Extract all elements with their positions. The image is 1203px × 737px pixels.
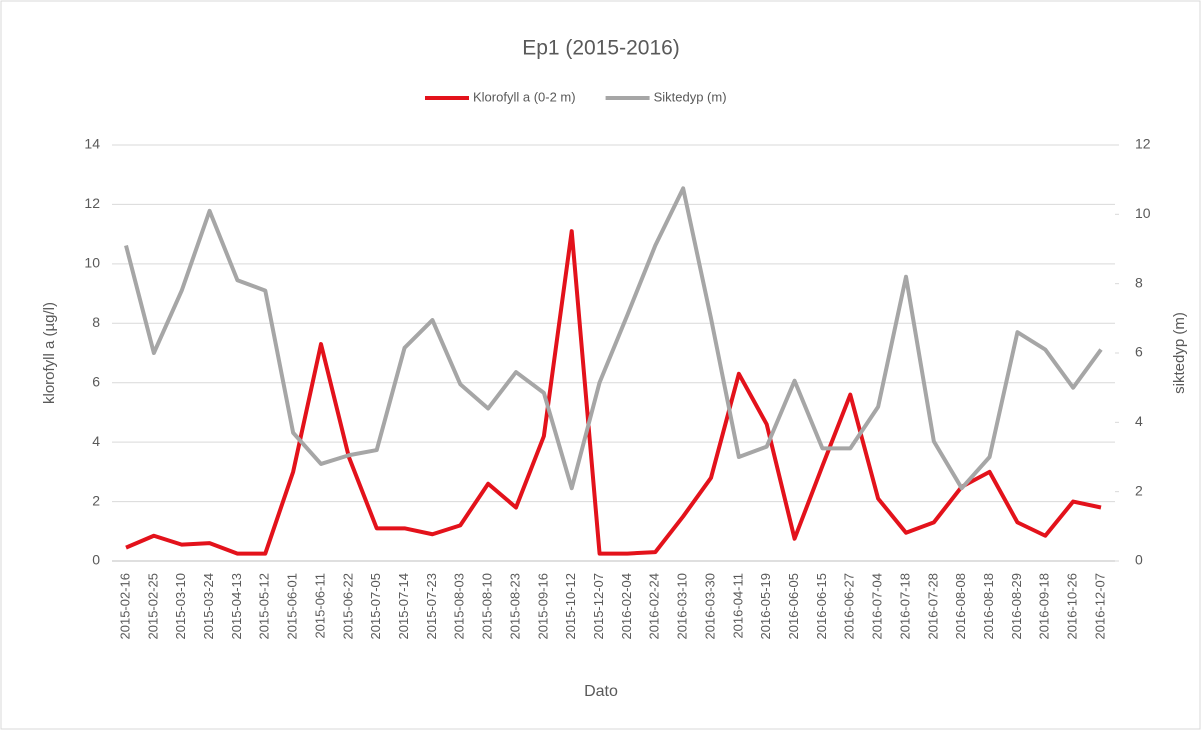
y2-tick-label: 12 xyxy=(1135,136,1151,152)
y2-tick-label: 4 xyxy=(1135,413,1143,429)
x-axis-label: Dato xyxy=(584,683,618,700)
legend-label: Siktedyp (m) xyxy=(654,89,727,104)
x-tick-label: 2016-06-27 xyxy=(842,573,857,640)
x-tick-label: 2016-06-05 xyxy=(786,573,801,640)
x-tick-label: 2016-08-18 xyxy=(981,573,996,640)
chart-title: Ep1 (2015-2016) xyxy=(522,37,680,60)
x-tick-label: 2016-07-18 xyxy=(897,573,912,640)
x-tick-label: 2016-03-30 xyxy=(702,573,717,640)
x-tick-label: 2015-10-12 xyxy=(563,573,578,640)
x-tick-label: 2015-03-24 xyxy=(201,573,216,640)
y2-tick-label: 10 xyxy=(1135,205,1151,221)
x-tick-label: 2016-07-28 xyxy=(925,573,940,640)
y-tick-label: 8 xyxy=(92,314,100,330)
x-tick-label: 2015-12-07 xyxy=(591,573,606,640)
y-tick-label: 6 xyxy=(92,373,100,389)
y2-tick-label: 8 xyxy=(1135,274,1143,290)
x-tick-label: 2016-08-29 xyxy=(1009,573,1024,640)
x-tick-label: 2015-03-10 xyxy=(173,573,188,640)
x-tick-label: 2016-08-08 xyxy=(953,573,968,640)
x-tick-label: 2015-02-25 xyxy=(145,573,160,640)
x-tick-label: 2016-10-26 xyxy=(1065,573,1080,640)
x-tick-label: 2016-07-04 xyxy=(870,573,885,640)
x-tick-label: 2015-08-03 xyxy=(452,573,467,640)
y-tick-label: 0 xyxy=(92,552,100,568)
x-tick-label: 2015-06-01 xyxy=(285,573,300,640)
x-tick-label: 2016-06-15 xyxy=(814,573,829,640)
y-tick-label: 10 xyxy=(84,255,100,271)
x-tick-label: 2015-08-23 xyxy=(507,573,522,640)
y-tick-label: 12 xyxy=(84,195,100,211)
x-tick-label: 2016-03-10 xyxy=(675,573,690,640)
x-tick-label: 2015-05-12 xyxy=(257,573,272,640)
legend-label: Klorofyll a (0-2 m) xyxy=(473,89,576,104)
y2-tick-label: 2 xyxy=(1135,482,1143,498)
line-series xyxy=(125,229,1102,556)
x-tick-label: 2015-02-16 xyxy=(117,573,132,640)
y-tick-label: 4 xyxy=(92,433,100,449)
x-tick-label: 2016-02-24 xyxy=(647,573,662,640)
x-tick-label: 2015-08-10 xyxy=(480,573,495,640)
y-tick-label: 14 xyxy=(84,136,100,152)
y2-axis-label: siktedyp (m) xyxy=(1171,312,1188,394)
x-tick-label: 2016-04-11 xyxy=(730,573,745,639)
y-tick-label: 2 xyxy=(92,492,100,508)
line-series xyxy=(124,186,1103,491)
x-tick-label: 2016-02-04 xyxy=(619,573,634,640)
x-tick-label: 2016-05-19 xyxy=(758,573,773,640)
x-tick-label: 2015-06-11 xyxy=(312,573,327,639)
x-tick-label: 2015-07-23 xyxy=(424,573,439,640)
x-tick-label: 2015-04-13 xyxy=(229,573,244,640)
y2-tick-label: 0 xyxy=(1135,552,1143,568)
y-axis-label: klorofyll a (µg/l) xyxy=(41,302,58,404)
y2-tick-label: 6 xyxy=(1135,344,1143,360)
x-tick-label: 2016-09-18 xyxy=(1037,573,1052,640)
x-tick-label: 2015-07-14 xyxy=(396,573,411,640)
x-tick-label: 2016-12-07 xyxy=(1092,573,1107,640)
x-tick-label: 2015-09-16 xyxy=(535,573,550,640)
x-tick-label: 2015-07-05 xyxy=(368,573,383,640)
x-tick-label: 2015-06-22 xyxy=(340,573,355,640)
